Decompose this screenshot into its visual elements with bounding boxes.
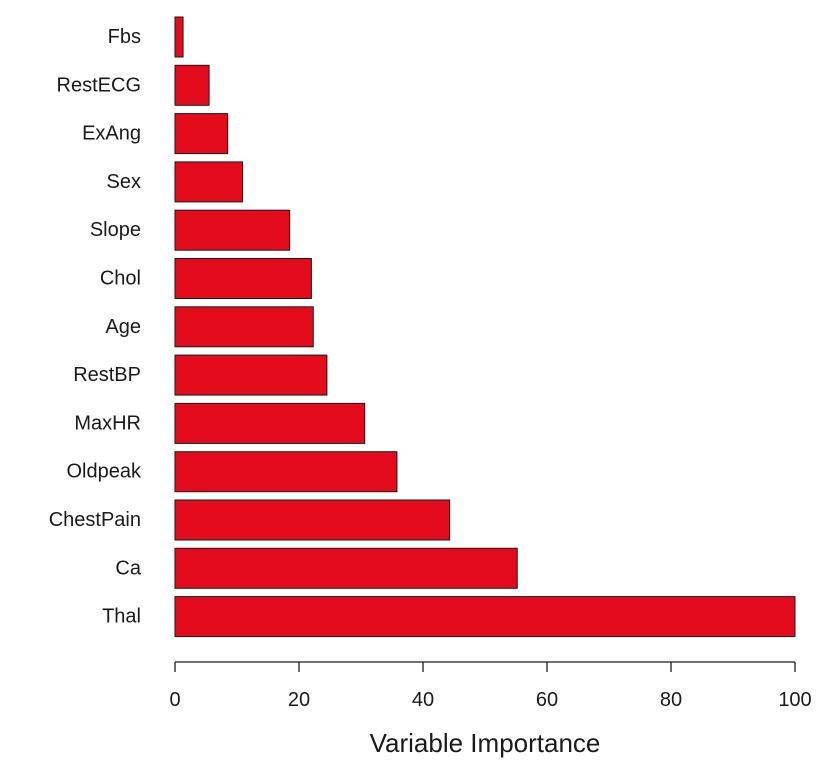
bar-fbs bbox=[174, 16, 184, 58]
category-labels-group: Fbs RestECG ExAng Sex Slope Chol Age RestBP MaxH… bbox=[49, 26, 142, 628]
bar-chestpain bbox=[174, 499, 451, 541]
bar-age bbox=[174, 306, 314, 348]
category-label-restecg: RestECG bbox=[57, 74, 141, 96]
bar-ca bbox=[174, 547, 518, 589]
category-label-restbp: RestBP bbox=[73, 364, 141, 386]
x-axis-title: Variable Importance bbox=[370, 728, 601, 758]
category-label-ca: Ca bbox=[115, 557, 141, 579]
category-label-chestpain: ChestPain bbox=[49, 509, 141, 531]
bar-sex bbox=[174, 161, 244, 203]
bar-thal bbox=[174, 596, 796, 638]
category-label-chol: Chol bbox=[100, 268, 141, 290]
category-label-fbs: Fbs bbox=[108, 26, 141, 48]
category-label-maxhr: MaxHR bbox=[74, 412, 141, 434]
x-tick-label-60: 60 bbox=[536, 689, 558, 711]
x-axis: 0 20 40 60 80 100 bbox=[169, 661, 812, 711]
bar-chol bbox=[174, 258, 312, 299]
category-label-oldpeak: Oldpeak bbox=[67, 461, 142, 483]
x-tick-label-100: 100 bbox=[778, 689, 811, 711]
category-label-slope: Slope bbox=[90, 219, 141, 241]
bar-exang bbox=[174, 113, 229, 155]
category-label-thal: Thal bbox=[102, 606, 141, 628]
bar-oldpeak bbox=[174, 451, 398, 493]
category-label-exang: ExAng bbox=[82, 123, 141, 145]
x-tick-label-40: 40 bbox=[412, 689, 434, 711]
bar-maxhr bbox=[174, 402, 366, 444]
bar-restbp bbox=[174, 354, 328, 396]
x-tick-label-0: 0 bbox=[169, 689, 180, 711]
bar-restecg bbox=[174, 64, 210, 106]
bars-group bbox=[174, 16, 796, 638]
category-label-age: Age bbox=[105, 316, 141, 338]
category-label-sex: Sex bbox=[107, 171, 141, 193]
bar-slope bbox=[174, 209, 291, 251]
x-tick-label-80: 80 bbox=[660, 689, 682, 711]
x-tick-label-20: 20 bbox=[288, 689, 310, 711]
